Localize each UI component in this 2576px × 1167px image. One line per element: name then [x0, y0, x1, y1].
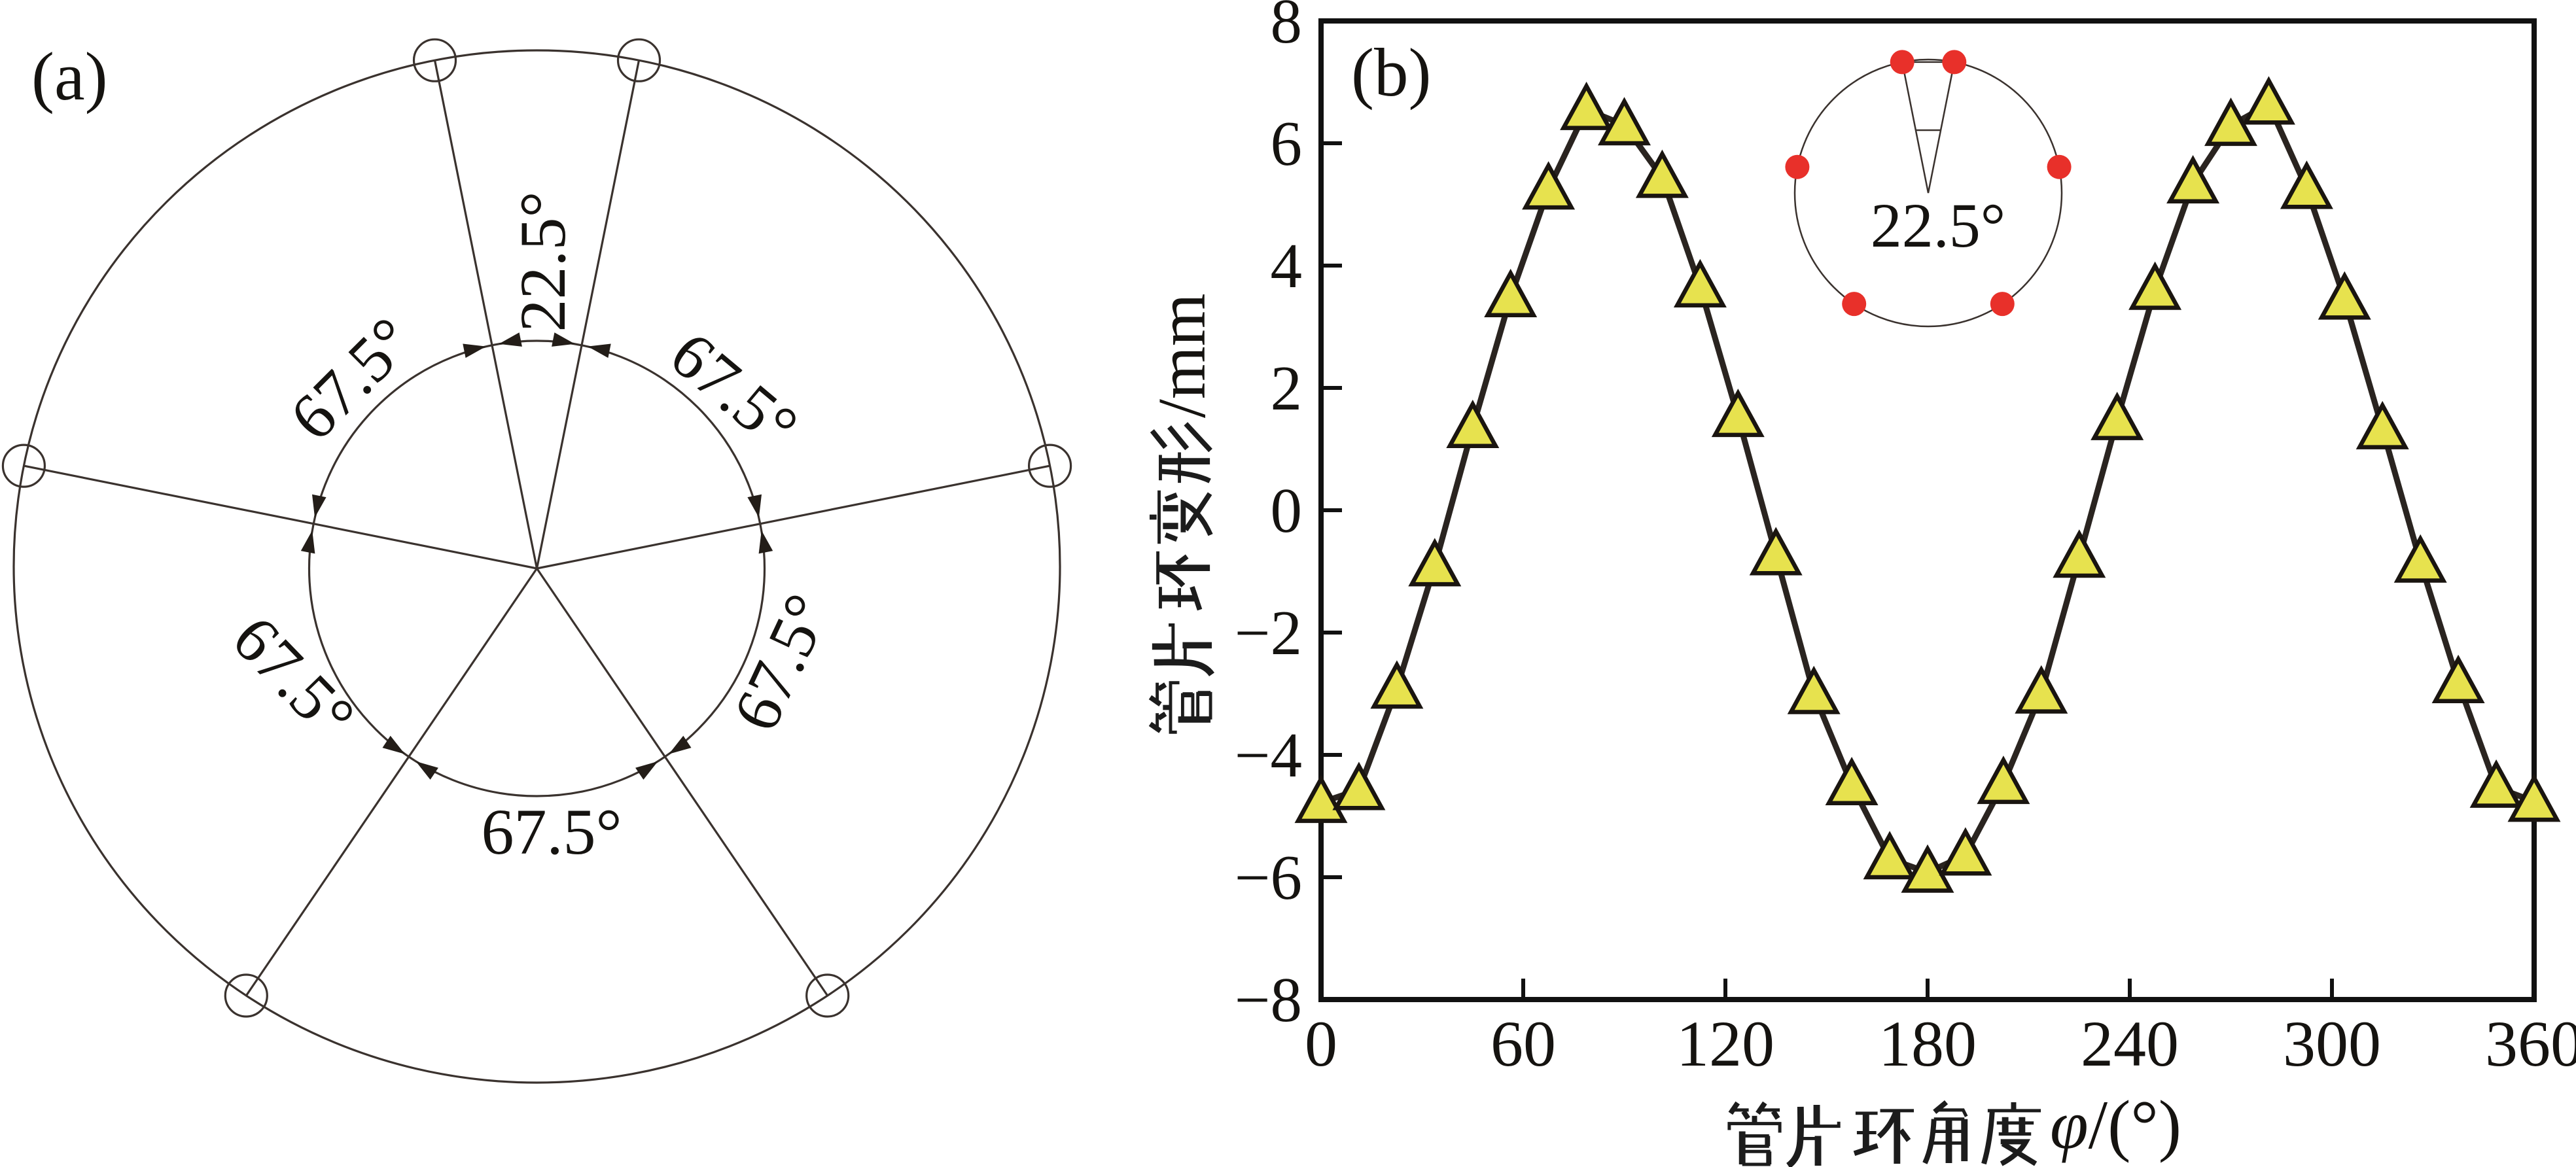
svg-text:/mm: /mm	[1144, 293, 1220, 418]
svg-text:22.5°: 22.5°	[1871, 190, 2005, 260]
svg-text:−8: −8	[1235, 965, 1302, 1035]
svg-text:(b): (b)	[1351, 34, 1431, 111]
svg-text:120: 120	[1676, 1007, 1774, 1080]
svg-text:67.5°: 67.5°	[482, 795, 622, 868]
svg-text:8: 8	[1271, 0, 1303, 56]
svg-text:360: 360	[2485, 1007, 2576, 1080]
svg-text:240: 240	[2081, 1007, 2179, 1080]
svg-text:−4: −4	[1235, 720, 1302, 790]
svg-text:−6: −6	[1235, 843, 1302, 913]
svg-text:0: 0	[1271, 476, 1303, 546]
svg-text:(a): (a)	[31, 38, 108, 114]
svg-text:φ/(°): φ/(°)	[2050, 1087, 2181, 1163]
svg-text:22.5°: 22.5°	[506, 192, 579, 332]
svg-text:6: 6	[1271, 109, 1303, 179]
svg-text:−2: −2	[1235, 598, 1302, 668]
svg-text:2: 2	[1271, 353, 1303, 423]
svg-text:4: 4	[1271, 231, 1303, 301]
svg-text:300: 300	[2283, 1007, 2381, 1080]
svg-text:180: 180	[1879, 1007, 1977, 1080]
svg-text:60: 60	[1491, 1007, 1556, 1080]
svg-text:0: 0	[1305, 1007, 1337, 1080]
